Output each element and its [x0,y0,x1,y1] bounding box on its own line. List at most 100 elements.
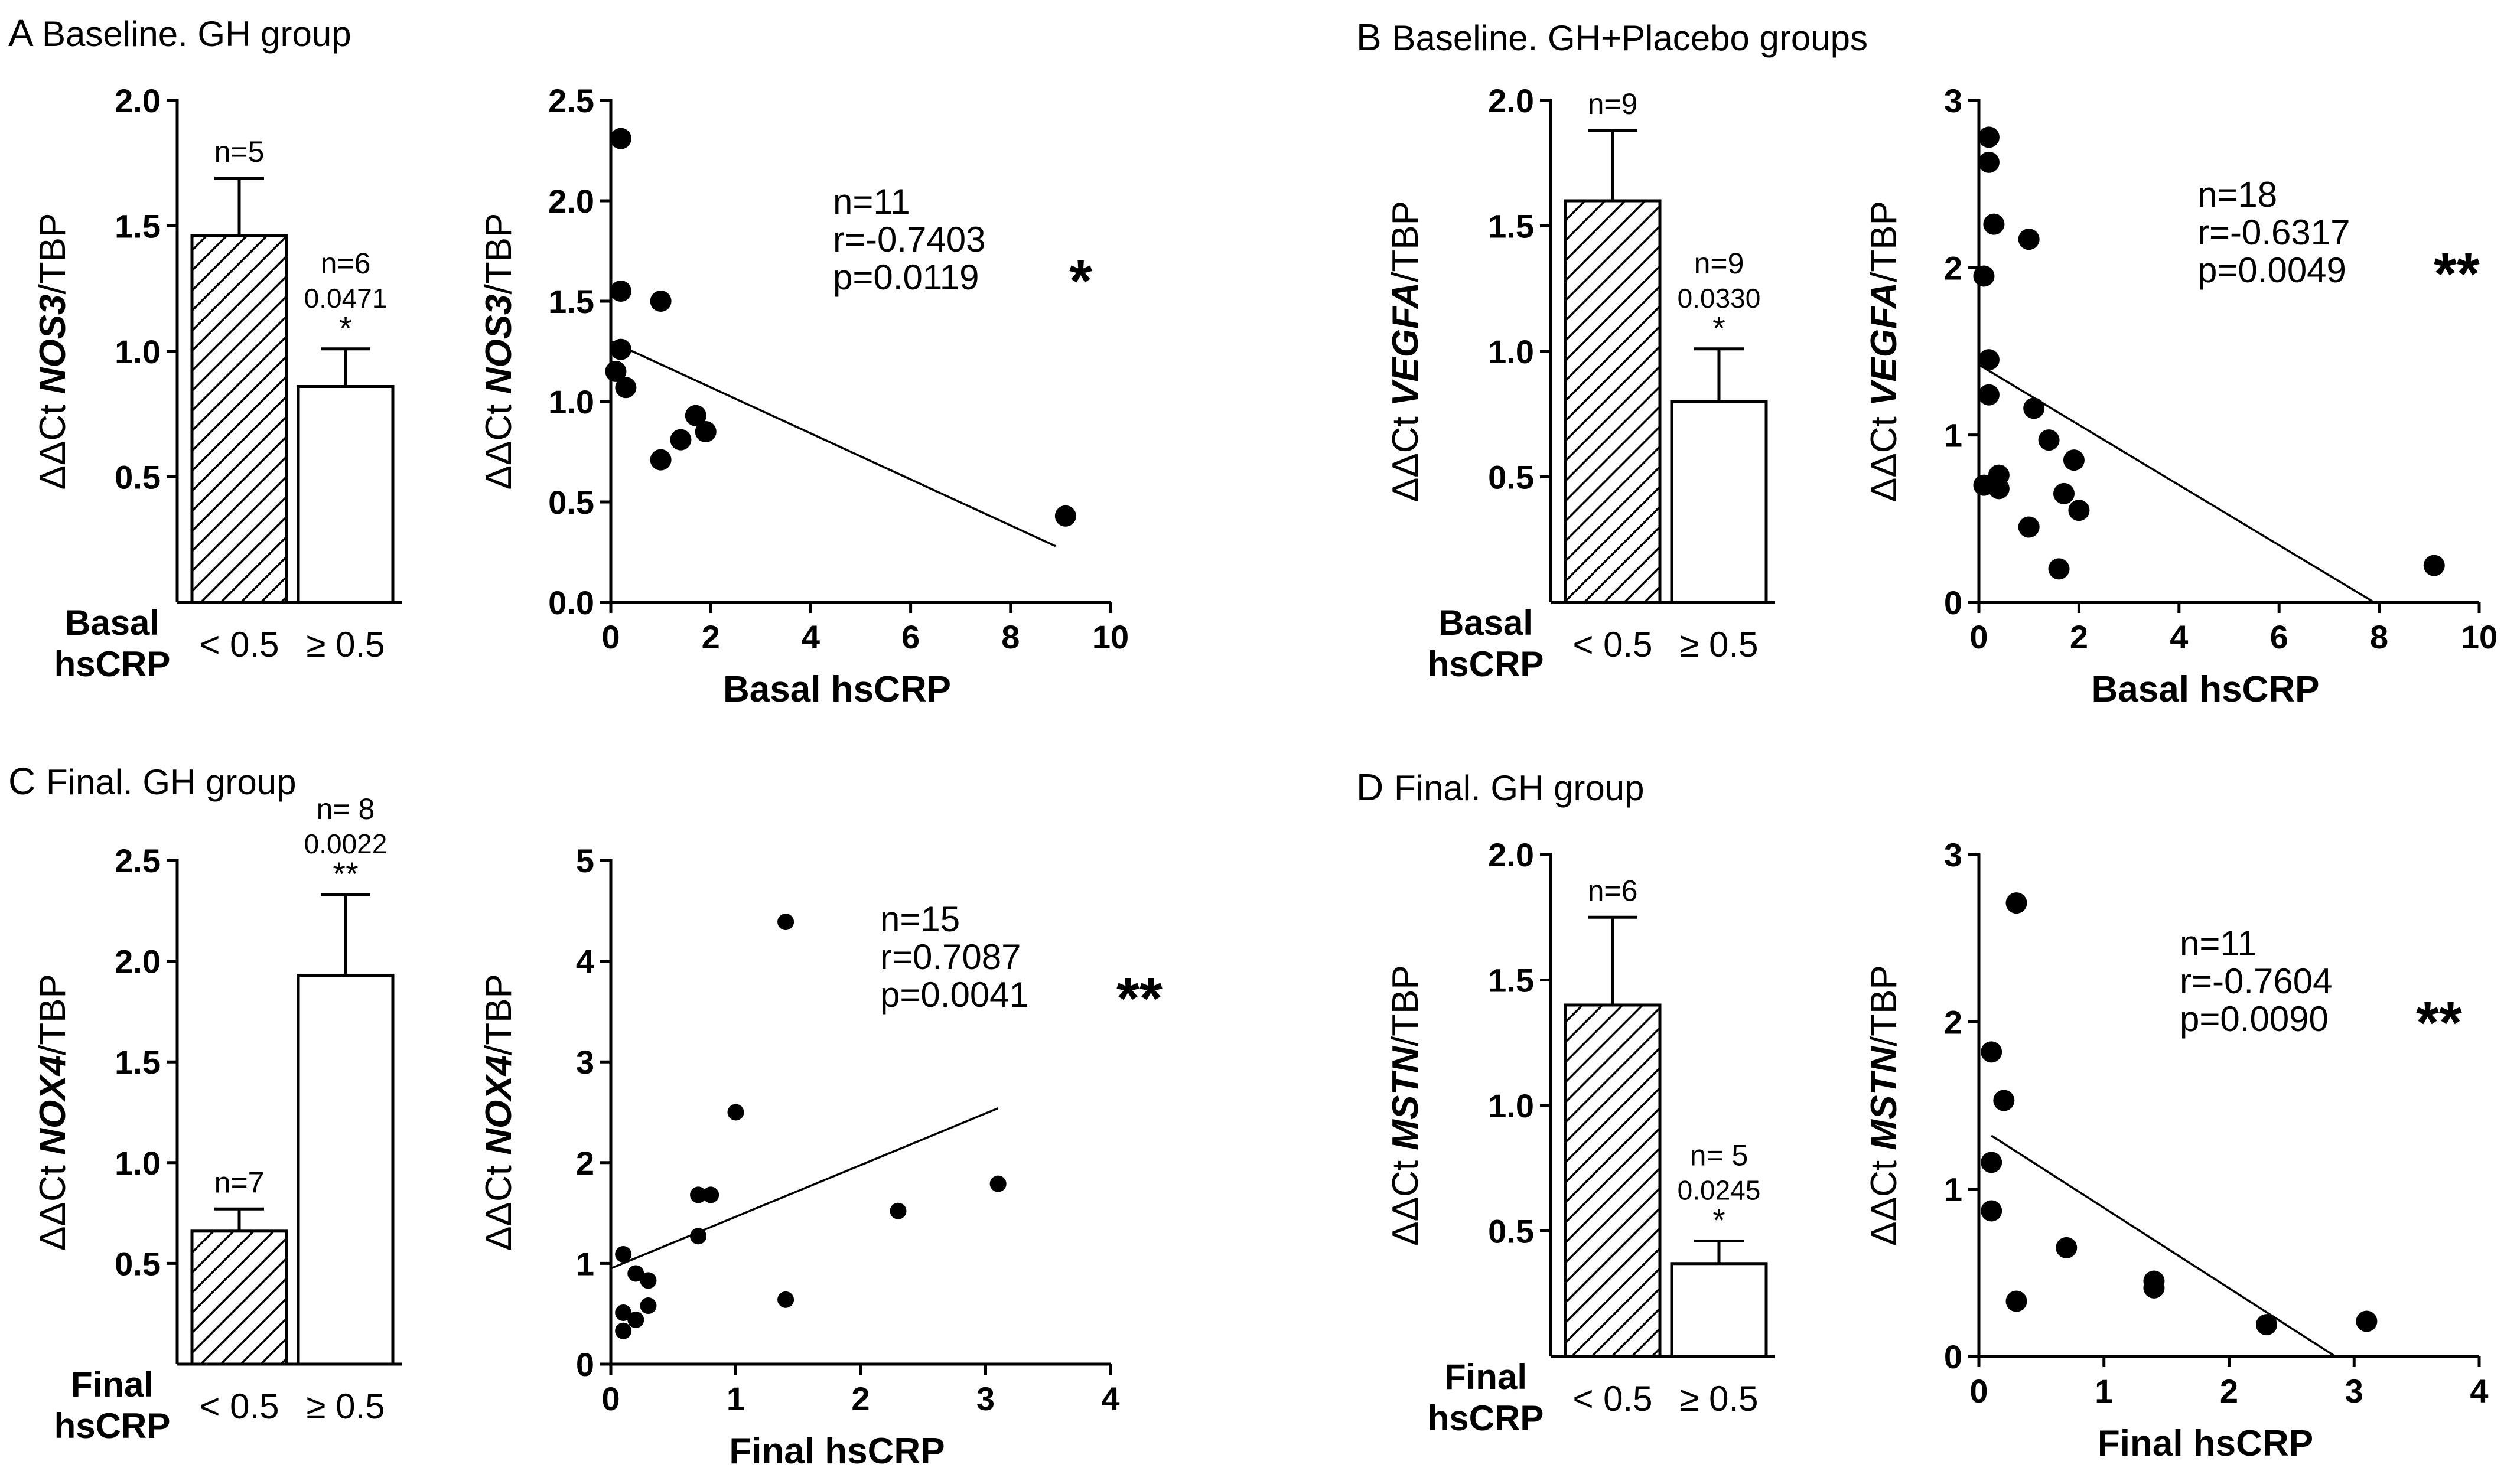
x-tick-label: 4 [802,618,820,655]
data-point [2005,1290,2027,1312]
y-tick-label: 1.5 [1488,962,1534,999]
panel-title: Final. GH group [1394,768,1645,808]
y-tick-label: 4 [576,943,594,980]
panel-title: Baseline. GH+Placebo groups [1392,18,1868,58]
y-axis-title-gene: NOX4 [478,1055,519,1155]
y-axis-title: ΔΔCt VEGFA/TBP [1864,201,1904,502]
data-point [2056,1237,2078,1258]
data-point [650,291,672,312]
significance-stars: ** [1116,966,1163,1032]
y-tick-label: 2 [1944,249,1962,286]
y-axis-title-gene: NOS3 [478,294,519,394]
y-axis-title-prefix: ΔΔCt [1385,1150,1426,1246]
y-axis-title-prefix: ΔΔCt [32,394,73,490]
data-point [610,338,631,360]
data-point [2023,397,2045,419]
data-point [1981,1041,2002,1063]
p-value-label: 0.0245 [1678,1175,1761,1206]
y-axis-title-gene: VEGFA [1864,282,1904,406]
group-label: Final [71,1365,154,1404]
group-label: Final [1444,1357,1527,1397]
x-tick-label: 4 [2170,618,2188,655]
data-point [605,361,627,382]
data-point [640,1297,657,1315]
data-point [2256,1314,2278,1336]
data-point [615,377,637,399]
y-tick-label: 1.5 [115,208,161,245]
y-tick-label: 0.5 [115,459,161,496]
data-point [1993,1090,2015,1111]
panel-letter: D [1356,766,1394,808]
y-tick-label: 0 [1944,1338,1962,1375]
group-label: hsCRP [1428,1398,1544,1438]
y-axis-title-suffix: /TBP [32,213,73,295]
x-tick-label: 4 [1101,1380,1119,1417]
category-label: ≥ 0.5 [1679,1379,1758,1418]
stat-r: r=-0.7403 [833,220,986,259]
group-label: Basal [1438,603,1533,642]
x-tick-label: 10 [2461,618,2498,655]
bar [297,385,395,604]
y-tick-label: 2.5 [115,842,161,879]
significance-stars: * [1712,1202,1725,1239]
y-tick-label: 0.5 [1488,1213,1534,1250]
bar [1564,1003,1662,1358]
x-tick-label: 0 [1969,618,1988,655]
panel-letter: B [1356,16,1392,58]
y-tick-label: 5 [576,842,594,879]
regression-line [1978,364,2375,604]
stat-r: r=-0.6317 [2197,213,2350,252]
panel-heading: C Final. GH group [8,760,297,803]
x-tick-label: 2 [702,618,720,655]
data-point [615,1246,632,1263]
panel-heading: B Baseline. GH+Placebo groups [1356,16,1868,58]
panel-heading: D Final. GH group [1356,766,1645,808]
data-point [702,1186,719,1203]
data-point [1978,126,2000,148]
group-label: hsCRP [1428,644,1544,684]
data-point [890,1202,907,1219]
n-label: n=9 [1694,247,1744,280]
scatter-chart: 0 1 2 3 0 1 2 3 4 Final hsCRP ΔΔCt MSTN/TBP n=11r=-… [1864,836,2489,1464]
panel-letter: A [8,12,42,54]
stat-n: n=18 [2197,175,2277,214]
data-point [1978,349,2000,371]
data-point [650,449,672,471]
bar-chart: 0.5 1.0 1.5 2.0 ΔΔCt MSTN/TBP < 0.5 n=6 ≥ 0.5 *0… [1385,836,1775,1438]
panel-c: C Final. GH group 0.5 1.0 1.5 2.0 2.5 ΔΔCt NOX… [8,760,1163,1472]
y-axis-title-suffix: /TBP [1864,965,1904,1046]
group-label: hsCRP [54,1406,171,1446]
data-point [1988,478,2010,500]
data-point [690,1228,707,1245]
significance-stars: * [339,309,352,347]
data-point [1983,213,2005,235]
data-point [1981,1200,2002,1222]
stat-p: p=0.0049 [2197,250,2346,290]
y-tick-label: 3 [576,1043,594,1081]
y-tick-label: 0.5 [1488,459,1534,496]
x-tick-label: 8 [1001,618,1020,655]
regression-line [610,340,1056,547]
p-value-label: 0.0330 [1678,283,1761,314]
x-axis-title: Final hsCRP [729,1431,945,1472]
regression-line [610,1107,999,1270]
panel-b: B Baseline. GH+Placebo groups 0.5 1.0 1.5 2.… [1356,16,2498,710]
y-tick-label: 3 [1944,836,1962,873]
y-axis-title: ΔΔCt NOX4/TBP [32,974,73,1251]
scatter-chart: 0 1 2 3 0 2 4 6 8 10 Basal hsCRP ΔΔCt VEGFA/TBP n=18… [1864,82,2498,710]
data-point [727,1104,744,1121]
x-tick-label: 10 [1092,618,1129,655]
category-label: < 0.5 [199,1387,279,1426]
y-tick-label: 1 [1944,417,1962,454]
data-point [690,1186,707,1203]
bar [190,234,288,604]
y-tick-label: 2.0 [1488,82,1534,119]
y-tick-label: 1.0 [1488,333,1534,370]
y-axis-title-gene: NOX4 [32,1055,73,1155]
y-axis-title-prefix: ΔΔCt [478,1155,519,1251]
data-point [989,1175,1007,1192]
data-point [777,1291,794,1308]
n-label: n=7 [214,1166,265,1199]
data-point [627,1265,644,1282]
